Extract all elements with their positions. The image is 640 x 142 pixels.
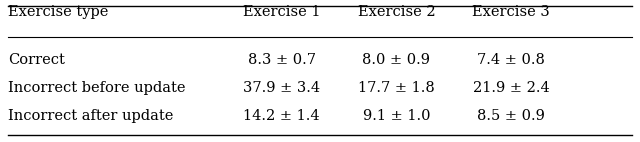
Text: Exercise 2: Exercise 2 (358, 5, 435, 19)
Text: 21.9 ± 2.4: 21.9 ± 2.4 (473, 81, 550, 95)
Text: Correct: Correct (8, 53, 65, 67)
Text: 8.3 ± 0.7: 8.3 ± 0.7 (248, 53, 316, 67)
Text: 8.0 ± 0.9: 8.0 ± 0.9 (362, 53, 431, 67)
Text: 37.9 ± 3.4: 37.9 ± 3.4 (243, 81, 321, 95)
Text: Exercise 1: Exercise 1 (243, 5, 321, 19)
Text: 14.2 ± 1.4: 14.2 ± 1.4 (243, 109, 320, 123)
Text: 8.5 ± 0.9: 8.5 ± 0.9 (477, 109, 545, 123)
Text: 9.1 ± 1.0: 9.1 ± 1.0 (363, 109, 430, 123)
Text: Incorrect before update: Incorrect before update (8, 81, 185, 95)
Text: Incorrect after update: Incorrect after update (8, 109, 173, 123)
Text: Exercise 3: Exercise 3 (472, 5, 550, 19)
Text: 7.4 ± 0.8: 7.4 ± 0.8 (477, 53, 545, 67)
Text: 17.7 ± 1.8: 17.7 ± 1.8 (358, 81, 435, 95)
Text: Exercise type: Exercise type (8, 5, 108, 19)
